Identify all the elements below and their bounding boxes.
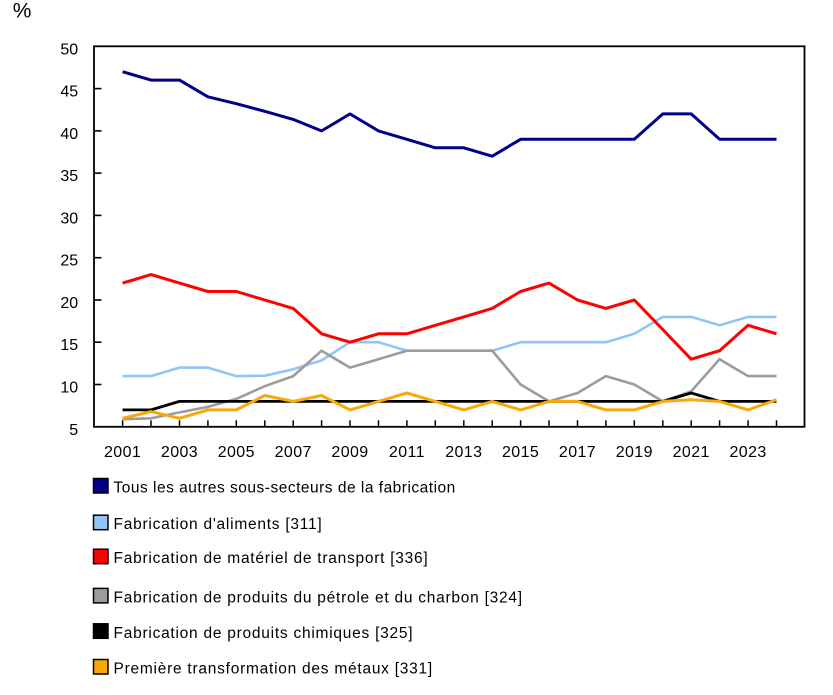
svg-text:2011: 2011	[389, 444, 425, 461]
svg-text:2003: 2003	[161, 444, 198, 461]
svg-text:35: 35	[60, 168, 78, 185]
svg-text:2013: 2013	[445, 444, 482, 461]
svg-text:Fabrication de matériel de tra: Fabrication de matériel de transport [33…	[114, 550, 429, 567]
svg-text:2009: 2009	[331, 444, 368, 461]
svg-text:2015: 2015	[502, 444, 539, 461]
svg-text:Fabrication de produits chimiq: Fabrication de produits chimiques [325]	[114, 625, 414, 642]
svg-text:Première transformation des mé: Première transformation des métaux [331]	[114, 661, 433, 678]
svg-text:10: 10	[60, 380, 78, 397]
svg-text:45: 45	[60, 84, 78, 101]
svg-text:Fabrication de produits du pét: Fabrication de produits du pétrole et du…	[114, 589, 523, 606]
svg-text:2017: 2017	[559, 444, 596, 461]
svg-text:2007: 2007	[275, 444, 312, 461]
svg-text:20: 20	[60, 295, 78, 312]
svg-text:Tous les autres sous-secteurs: Tous les autres sous-secteurs de la fabr…	[114, 480, 456, 497]
svg-text:2023: 2023	[729, 444, 766, 461]
svg-text:40: 40	[60, 126, 78, 143]
svg-text:30: 30	[60, 210, 78, 227]
svg-text:25: 25	[60, 253, 78, 270]
svg-text:50: 50	[60, 41, 78, 58]
svg-text:2021: 2021	[673, 444, 710, 461]
svg-text:Fabrication d'aliments [311]: Fabrication d'aliments [311]	[114, 516, 323, 533]
svg-text:2001: 2001	[104, 444, 141, 461]
svg-text:%: %	[13, 0, 32, 23]
svg-text:2019: 2019	[616, 444, 653, 461]
svg-text:5: 5	[69, 422, 78, 439]
svg-text:2005: 2005	[218, 444, 255, 461]
svg-text:15: 15	[60, 337, 78, 354]
